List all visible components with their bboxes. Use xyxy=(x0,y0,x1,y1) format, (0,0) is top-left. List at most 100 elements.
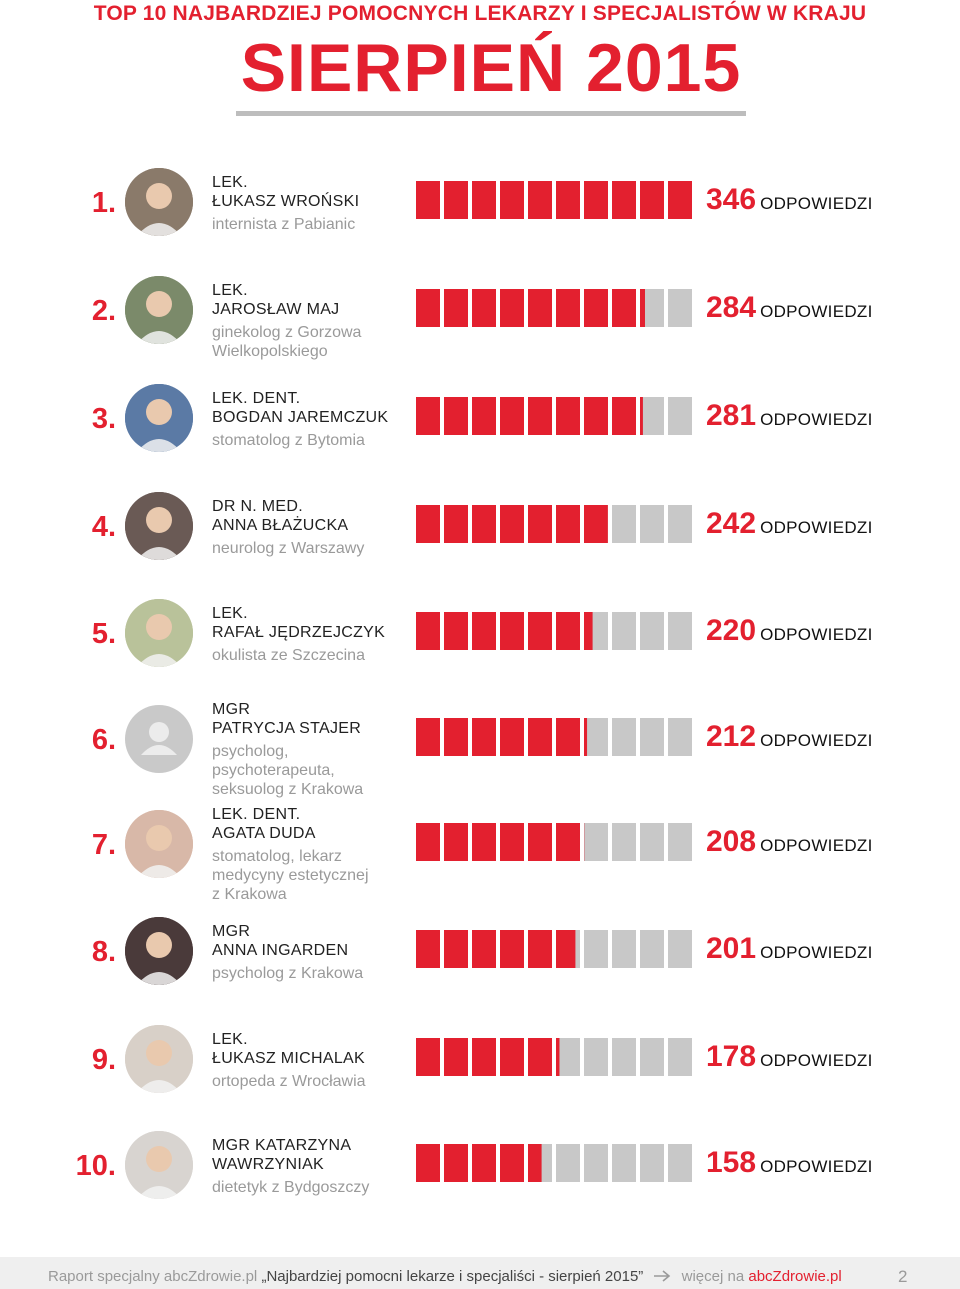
specialty-line: psycholog, xyxy=(212,743,289,760)
count-value: 281 xyxy=(706,399,757,432)
footer-prefix: Raport specjalny abcZdrowie.pl xyxy=(48,1268,258,1285)
portrait-photo xyxy=(125,492,193,560)
bar-segment-empty xyxy=(640,1038,664,1076)
ranking-row: 7. LEK. DENT. AGATA DUDA stomatolog, lekarz… xyxy=(0,806,960,917)
bar-segment-empty xyxy=(640,930,664,968)
bar-segment-filled xyxy=(472,181,496,219)
portrait-photo xyxy=(125,276,193,344)
doctor-name: ŁUKASZ MICHALAK xyxy=(212,1050,365,1067)
portrait-photo xyxy=(125,384,193,452)
user-icon xyxy=(141,722,177,755)
bar-segment-empty xyxy=(612,1038,636,1076)
bar-segments xyxy=(416,1144,692,1182)
footer: Raport specjalny abcZdrowie.pl „Najbardz… xyxy=(0,1257,960,1289)
footer-report-title: „Najbardziej pomocni lekarze i specjaliś… xyxy=(261,1268,644,1285)
bar-segment-filled xyxy=(640,289,645,327)
rank-number: 10. xyxy=(75,1150,116,1182)
bar-segment-filled xyxy=(500,1144,524,1182)
bar-segment-filled xyxy=(500,612,524,650)
rank-number: 7. xyxy=(91,829,116,861)
count-label: ODPOWIEDZI xyxy=(760,943,873,962)
footer-link[interactable]: abcZdrowie.pl xyxy=(748,1268,842,1285)
bar-segment-filled xyxy=(528,612,552,650)
rank-number: 6. xyxy=(91,724,116,756)
bar-segment-filled xyxy=(528,718,552,756)
count-label: ODPOWIEDZI xyxy=(760,836,873,855)
bar-segment-empty xyxy=(556,1144,580,1182)
response-bar xyxy=(416,505,696,543)
rank-number: 2. xyxy=(91,295,116,327)
bar-segment-empty xyxy=(668,718,692,756)
response-bar xyxy=(416,823,696,861)
bar-segment-filled xyxy=(416,1144,440,1182)
bar-segment-filled xyxy=(444,718,468,756)
avatar xyxy=(125,384,193,452)
report-subtitle: TOP 10 NAJBARDZIEJ POMOCNYCH LEKARZY I S… xyxy=(93,2,867,25)
bar-segment-empty xyxy=(612,718,636,756)
doctor-title: DR N. MED. xyxy=(212,498,303,515)
rank-number: 5. xyxy=(91,618,116,650)
bar-segment-empty xyxy=(584,1144,608,1182)
footer-text: Raport specjalny abcZdrowie.pl „Najbardz… xyxy=(48,1268,842,1286)
ranking-row: 5. LEK. RAFAŁ JĘDRZEJCZYK okulista ze Szcze… xyxy=(0,596,960,706)
doctor-info: LEK. DENT. BOGDAN JAREMCZUK stomatolog z B… xyxy=(212,389,402,450)
bar-segment-filled xyxy=(416,823,440,861)
count-value: 178 xyxy=(706,1040,757,1073)
bar-segment-filled xyxy=(500,289,524,327)
specialty-line: stomatolog, lekarz xyxy=(212,848,342,865)
bar-segment-empty xyxy=(640,718,664,756)
response-bar xyxy=(416,289,696,327)
doctor-specialty: internista z Pabianic xyxy=(212,215,402,234)
bar-segment-filled xyxy=(444,823,468,861)
bar-segment-filled xyxy=(416,181,440,219)
bar-segment-filled xyxy=(444,1144,468,1182)
bar-segment-empty xyxy=(668,397,692,435)
count-label: ODPOWIEDZI xyxy=(760,1051,873,1070)
count-label: ODPOWIEDZI xyxy=(760,302,873,321)
bar-segment-filled xyxy=(416,1038,440,1076)
bar-segment-empty xyxy=(584,1038,608,1076)
bar-segment-filled xyxy=(416,930,440,968)
bar-segment-filled xyxy=(668,181,692,219)
specialty-line: dietetyk z Bydgoszczy xyxy=(212,1179,370,1196)
bar-segment-filled xyxy=(556,181,580,219)
specialty-line: Wielkopolskiego xyxy=(212,343,328,360)
bar-segment-filled xyxy=(416,289,440,327)
bar-segment-empty xyxy=(584,718,608,756)
specialty-line: internista z Pabianic xyxy=(212,216,356,233)
doctor-name: ŁUKASZ WROŃSKI xyxy=(212,193,360,210)
avatar xyxy=(125,599,193,667)
bar-segment-filled xyxy=(444,181,468,219)
doctor-specialty: neurolog z Warszawy xyxy=(212,539,402,558)
avatar xyxy=(125,1025,193,1093)
bar-segments xyxy=(416,289,692,327)
ranking-row: 2. LEK. JAROSŁAW MAJ ginekolog z Gorzowa Wie… xyxy=(0,273,960,383)
specialty-line: ortopeda z Wrocławia xyxy=(212,1073,366,1090)
bar-segment-filled xyxy=(500,930,524,968)
bar-segment-filled xyxy=(528,823,552,861)
bar-segment-filled xyxy=(584,181,608,219)
ranking-row: 1. LEK. ŁUKASZ WROŃSKI internista z Pabiani… xyxy=(0,165,960,275)
doctor-title: LEK. xyxy=(212,282,248,299)
bar-segment-filled xyxy=(500,181,524,219)
bar-segment-filled xyxy=(416,397,440,435)
doctor-name: PATRYCJA STAJER xyxy=(212,720,362,737)
count-value: 242 xyxy=(706,507,757,540)
bar-segment-filled xyxy=(500,823,524,861)
bar-segment-empty xyxy=(612,612,636,650)
bar-segment-filled xyxy=(556,930,576,968)
bar-segment-empty xyxy=(612,930,636,968)
doctor-title: LEK. DENT. xyxy=(212,390,301,407)
avatar xyxy=(125,917,193,985)
bar-segment-filled xyxy=(556,505,580,543)
doctor-info: LEK. JAROSŁAW MAJ ginekolog z Gorzowa Wielk… xyxy=(212,281,402,361)
avatar xyxy=(125,810,193,878)
bar-segment-filled xyxy=(500,1038,524,1076)
bar-segment-filled xyxy=(416,718,440,756)
bar-segment-filled xyxy=(528,505,552,543)
bar-segment-empty xyxy=(612,505,636,543)
response-bar xyxy=(416,1144,696,1182)
bar-segment-filled xyxy=(472,1038,496,1076)
doctor-name: JAROSŁAW MAJ xyxy=(212,301,340,318)
doctor-specialty: dietetyk z Bydgoszczy xyxy=(212,1178,402,1197)
